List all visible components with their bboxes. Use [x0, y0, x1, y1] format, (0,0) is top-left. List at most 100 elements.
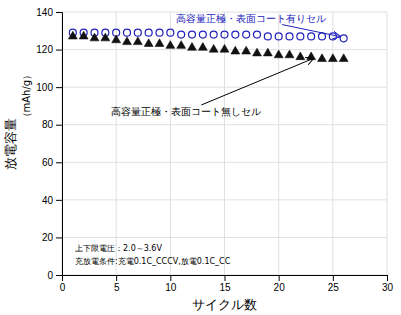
y-tick: 40	[42, 195, 62, 206]
x-tick: 15	[219, 275, 231, 293]
x-tick-mark	[170, 275, 171, 281]
y-tick: 100	[36, 82, 62, 93]
x-tick-label: 25	[328, 282, 340, 293]
point	[275, 33, 282, 40]
point	[329, 33, 336, 40]
y-tick-mark	[56, 237, 62, 238]
y-tick-mark	[56, 12, 62, 13]
point	[68, 31, 77, 39]
point	[220, 44, 229, 52]
point	[285, 50, 294, 58]
y-tick: 0	[47, 270, 62, 281]
note: 上下限電圧：2.0～3.6V	[75, 244, 162, 253]
y-axis: 020406080100120140	[36, 7, 62, 281]
y-tick-label: 120	[36, 44, 53, 55]
point	[101, 33, 110, 41]
grid-line-x	[116, 12, 117, 275]
grid-line-y	[62, 124, 387, 125]
grid-line-x	[332, 12, 333, 275]
annotation: 高容量正極・表面コート無しセル	[111, 106, 261, 117]
x-tick-label: 15	[219, 282, 231, 293]
x-tick: 0	[60, 275, 66, 293]
x-tick-label: 30	[382, 282, 394, 293]
grid-line-x	[387, 12, 388, 275]
point	[178, 31, 185, 38]
point	[221, 31, 228, 38]
point	[242, 46, 251, 54]
point	[286, 33, 293, 40]
point	[263, 48, 272, 56]
point	[254, 31, 261, 38]
point	[124, 29, 131, 36]
y-tick-label: 100	[36, 82, 53, 93]
point	[189, 31, 196, 38]
annotation: 高容量正極・表面コート有りセル	[176, 13, 326, 24]
grid	[62, 12, 387, 275]
point	[79, 31, 88, 39]
y-tick-label: 0	[47, 270, 53, 281]
y-tick-mark	[56, 50, 62, 51]
point	[340, 35, 347, 42]
y-tick: 140	[36, 7, 62, 18]
y-axis-label: （mAh/g）	[21, 70, 32, 123]
x-tick-mark	[279, 275, 280, 281]
x-tick-mark	[333, 275, 334, 281]
point	[188, 43, 197, 51]
point	[123, 37, 132, 45]
point	[210, 31, 217, 38]
series	[68, 31, 348, 61]
point	[296, 52, 305, 60]
note: 充放電条件:充電0.1C_CCCV,放電0.1C_CC	[75, 257, 231, 266]
x-tick-label: 10	[165, 282, 177, 293]
series	[69, 29, 347, 42]
point	[209, 44, 218, 52]
y-tick: 60	[42, 157, 62, 168]
x-tick-mark	[225, 275, 226, 281]
y-tick-mark	[56, 275, 62, 276]
x-tick: 5	[114, 275, 120, 293]
y-tick-mark	[56, 87, 62, 88]
point	[328, 54, 337, 62]
grid-line-x	[170, 12, 171, 275]
y-tick-label: 140	[36, 7, 53, 18]
x-axis-line	[63, 276, 388, 282]
x-axis: 0 5 10 15 20 25 30	[60, 275, 394, 293]
x-tick: 10	[165, 275, 177, 293]
points	[68, 29, 348, 61]
y-tick-label: 60	[42, 157, 54, 168]
x-axis-label: サイクル数	[192, 297, 257, 312]
point	[274, 50, 283, 58]
annotation-arrow	[201, 58, 313, 105]
x-tick: 20	[274, 275, 286, 293]
y-axis-label: 放電容量	[3, 118, 18, 170]
chart: 051015202530020406080100120140サイクル数放電容量（…	[0, 0, 401, 315]
point	[166, 41, 175, 49]
y-axis-line	[56, 13, 63, 276]
point	[144, 39, 153, 47]
x-tick-label: 5	[114, 282, 120, 293]
y-tick-label: 80	[42, 119, 54, 130]
point	[90, 33, 99, 41]
point	[199, 31, 206, 38]
grid-line-y	[62, 237, 387, 238]
x-tick-mark	[116, 275, 117, 281]
point	[156, 29, 163, 36]
y-tick: 120	[36, 44, 62, 55]
grid-line-y	[62, 87, 387, 88]
point	[319, 33, 326, 40]
point	[112, 35, 121, 43]
point	[253, 48, 262, 56]
y-tick: 80	[42, 119, 62, 130]
y-tick-mark	[56, 125, 62, 126]
grid-line-y	[62, 162, 387, 163]
point	[307, 52, 316, 60]
point	[167, 29, 174, 36]
point	[264, 33, 271, 40]
point	[243, 31, 250, 38]
point	[134, 29, 141, 36]
point	[232, 31, 239, 38]
point	[145, 29, 152, 36]
x-tick-label: 20	[274, 282, 286, 293]
point	[339, 54, 348, 62]
x-tick: 25	[328, 275, 340, 293]
